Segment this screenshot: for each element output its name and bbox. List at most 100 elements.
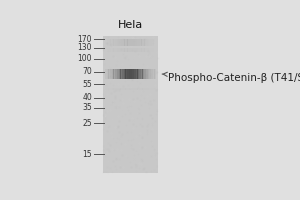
Bar <box>139 88 141 90</box>
Bar <box>115 48 117 52</box>
Bar <box>132 39 134 46</box>
Bar <box>146 39 148 46</box>
Bar <box>136 69 138 79</box>
Text: 70: 70 <box>82 67 92 76</box>
Bar <box>153 88 154 90</box>
Bar <box>121 39 123 46</box>
Bar <box>110 88 112 90</box>
Bar <box>128 48 129 52</box>
Text: 100: 100 <box>78 54 92 63</box>
Bar <box>142 88 144 90</box>
Bar <box>141 39 143 46</box>
Bar <box>108 88 110 90</box>
Bar <box>122 88 124 90</box>
Bar <box>144 88 146 90</box>
Bar <box>115 39 117 46</box>
Bar <box>107 39 109 46</box>
Text: 130: 130 <box>78 43 92 52</box>
Bar <box>137 39 139 46</box>
Bar <box>145 48 146 52</box>
Bar <box>137 88 139 90</box>
Bar <box>136 88 138 90</box>
Bar <box>130 88 132 90</box>
Bar <box>129 39 131 46</box>
Bar <box>140 48 142 52</box>
Bar <box>129 48 131 52</box>
Bar <box>149 39 151 46</box>
Bar <box>149 48 151 52</box>
Bar <box>108 69 110 79</box>
Bar <box>149 88 151 90</box>
Bar <box>105 88 107 90</box>
Bar <box>106 88 109 90</box>
Bar <box>138 48 140 52</box>
Bar <box>139 69 141 79</box>
Bar <box>140 39 142 46</box>
Text: 55: 55 <box>82 80 92 89</box>
Bar <box>151 69 153 79</box>
Bar <box>142 69 144 79</box>
Bar <box>125 88 127 90</box>
Bar <box>146 69 148 79</box>
Bar <box>124 48 126 52</box>
Bar <box>141 48 143 52</box>
Bar <box>113 69 116 79</box>
Bar <box>118 39 120 46</box>
Bar <box>109 48 111 52</box>
Bar <box>151 39 152 46</box>
Bar <box>117 69 119 79</box>
Bar <box>122 69 124 79</box>
Bar <box>154 69 156 79</box>
Bar <box>120 48 122 52</box>
Bar <box>121 48 123 52</box>
Bar <box>152 39 154 46</box>
Bar <box>130 48 132 52</box>
Bar <box>146 48 148 52</box>
Bar <box>137 48 139 52</box>
Bar <box>153 69 154 79</box>
Bar <box>129 88 131 90</box>
Bar <box>113 48 115 52</box>
Bar <box>127 88 129 90</box>
Bar <box>120 69 122 79</box>
Bar <box>126 48 128 52</box>
Bar <box>148 69 149 79</box>
Text: 40: 40 <box>82 93 92 102</box>
Text: 15: 15 <box>82 150 92 159</box>
Bar <box>112 69 114 79</box>
Bar <box>148 88 149 90</box>
Bar <box>141 69 143 79</box>
Bar <box>135 39 137 46</box>
Bar <box>134 69 136 79</box>
Bar <box>103 36 158 173</box>
Bar <box>146 88 148 90</box>
Bar <box>124 69 126 79</box>
Bar <box>105 69 107 79</box>
Bar <box>110 48 112 52</box>
Text: 170: 170 <box>78 35 92 44</box>
Bar <box>134 88 136 90</box>
Bar <box>123 48 124 52</box>
Bar <box>134 39 135 46</box>
Bar <box>109 39 111 46</box>
Bar <box>151 48 152 52</box>
Bar <box>117 88 119 90</box>
Bar <box>106 69 109 79</box>
Bar <box>132 69 134 79</box>
Bar <box>117 48 118 52</box>
Bar <box>134 48 135 52</box>
Bar <box>120 88 122 90</box>
Text: 25: 25 <box>82 119 92 128</box>
Bar <box>112 88 114 90</box>
Bar <box>123 39 124 46</box>
Bar <box>112 39 114 46</box>
Bar <box>115 69 117 79</box>
Bar <box>120 39 122 46</box>
Bar <box>130 39 132 46</box>
Text: Phospho-Catenin-β (T41/S45): Phospho-Catenin-β (T41/S45) <box>162 72 300 83</box>
Bar <box>130 69 132 79</box>
Bar <box>124 88 126 90</box>
Bar <box>112 48 114 52</box>
Bar <box>148 39 149 46</box>
Bar <box>137 69 139 79</box>
